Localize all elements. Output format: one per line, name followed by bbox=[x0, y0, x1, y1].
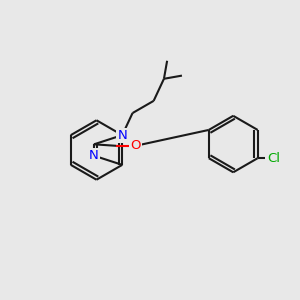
Text: O: O bbox=[130, 139, 141, 152]
Text: N: N bbox=[117, 129, 127, 142]
Text: Cl: Cl bbox=[267, 152, 280, 165]
Text: N: N bbox=[89, 149, 99, 162]
